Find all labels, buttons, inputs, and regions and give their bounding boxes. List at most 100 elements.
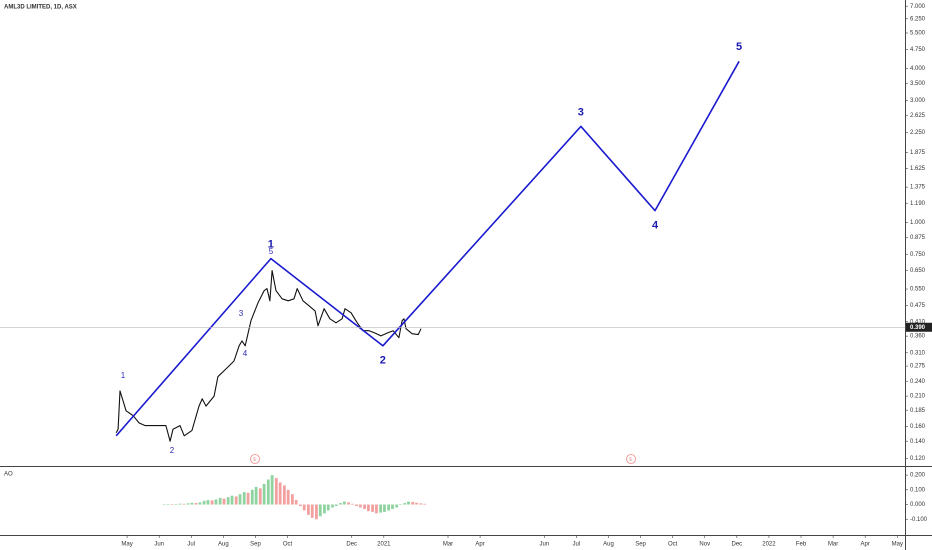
x-tick-label: Jul xyxy=(573,542,581,548)
ao-bar xyxy=(218,497,222,505)
y-tick-label: 0.550 xyxy=(910,287,926,293)
ao-bar xyxy=(375,504,378,514)
ao-bar xyxy=(162,504,166,505)
ao-bar xyxy=(286,489,290,505)
ao-bar xyxy=(182,503,186,505)
ao-bar xyxy=(323,504,326,514)
x-tick-label: Jun xyxy=(154,542,164,548)
ao-bar xyxy=(294,500,298,505)
y-tick-label: 0.750 xyxy=(910,252,926,258)
ao-bar xyxy=(170,504,174,505)
y-tick-label: 0.410 xyxy=(910,319,926,325)
x-tick-label: May xyxy=(121,542,132,548)
ao-bar xyxy=(367,504,370,512)
event-icon[interactable] xyxy=(250,454,260,464)
ao-bar xyxy=(419,503,423,505)
x-tick-label: Nov xyxy=(699,542,710,548)
x-tick-label: Oct xyxy=(668,542,678,548)
ao-bar xyxy=(358,504,362,508)
ao-bar xyxy=(391,504,394,509)
ao-y-tick-label: -0.100 xyxy=(910,517,928,523)
y-tick-label: 0.210 xyxy=(910,394,926,400)
ao-bar xyxy=(315,504,318,520)
y-tick-label: 4.000 xyxy=(910,66,926,72)
ao-bar xyxy=(242,492,246,505)
ao-bar xyxy=(310,504,314,518)
ao-bar xyxy=(302,504,306,511)
y-tick-label: 1.000 xyxy=(910,220,926,226)
ao-bar xyxy=(334,504,338,507)
y-tick-label: 0.650 xyxy=(910,268,926,274)
x-tick-label: Dec xyxy=(346,542,357,548)
price-line xyxy=(115,270,422,442)
ao-bar xyxy=(270,475,274,505)
sub-wave-label: 5 xyxy=(269,247,274,256)
x-tick-label: May xyxy=(892,542,903,548)
ao-bar xyxy=(202,500,206,505)
x-tick-label: Aug xyxy=(603,542,614,548)
y-tick-label: 0.185 xyxy=(910,408,926,414)
ao-bar xyxy=(350,503,354,505)
ao-bar xyxy=(234,496,238,505)
x-tick-label: Oct xyxy=(283,542,293,548)
ao-bar xyxy=(262,483,266,505)
ao-bar xyxy=(226,497,230,505)
ao-bar xyxy=(331,504,334,508)
ao-bar xyxy=(174,503,178,505)
x-tick-label: Sep xyxy=(250,542,261,548)
ao-bar xyxy=(415,502,418,505)
y-tick-label: 3.000 xyxy=(910,98,926,104)
y-tick-label: 0.875 xyxy=(910,235,926,241)
y-tick-label: 1.375 xyxy=(910,185,926,191)
wave-line xyxy=(115,60,740,437)
event-icon[interactable] xyxy=(626,454,636,464)
ao-bar xyxy=(403,503,407,505)
x-tick-label: Mar xyxy=(443,542,453,548)
ao-bar xyxy=(222,498,226,505)
ao-bar xyxy=(387,504,391,511)
ao-bar xyxy=(238,494,242,505)
ao-bar xyxy=(411,501,415,505)
wave-label: 4 xyxy=(652,219,659,231)
y-tick-label: 1.875 xyxy=(910,150,926,156)
ao-bar xyxy=(166,504,170,505)
ao-y-tick-label: 0.000 xyxy=(910,502,926,508)
sub-wave-label: 1 xyxy=(121,371,126,380)
y-tick-label: 3.500 xyxy=(910,81,926,87)
ao-bar xyxy=(342,501,346,505)
ao-bar xyxy=(186,503,190,505)
ao-bar xyxy=(210,500,214,505)
wave-label: 5 xyxy=(736,41,742,53)
ao-bar xyxy=(379,504,383,513)
x-tick-label: Apr xyxy=(861,542,870,548)
x-tick-label: Feb xyxy=(796,542,807,548)
y-tick-label: 0.475 xyxy=(910,303,926,309)
y-tick-label: 7.000 xyxy=(910,4,926,10)
y-tick-label: 0.240 xyxy=(910,379,926,385)
ao-bar xyxy=(363,504,366,509)
ao-bar xyxy=(278,482,282,505)
last-price-box xyxy=(906,322,932,332)
y-tick-label: 5.500 xyxy=(910,31,926,37)
ao-bar xyxy=(274,478,278,505)
ao-bar xyxy=(423,503,426,505)
y-tick-label: 2.625 xyxy=(910,113,926,119)
ao-bar xyxy=(290,494,294,505)
y-tick-label: 0.160 xyxy=(910,424,926,430)
event-icon-glyph: E xyxy=(253,457,257,463)
ao-bar xyxy=(347,502,350,505)
ao-bar xyxy=(383,504,386,512)
ao-bar xyxy=(230,495,234,505)
ao-bar xyxy=(254,486,258,505)
ao-bar xyxy=(206,500,210,505)
ao-bar xyxy=(407,501,410,505)
ao-bar xyxy=(326,504,330,511)
y-tick-label: 1.625 xyxy=(910,166,926,172)
ao-bar xyxy=(258,488,262,505)
last-price-label: 0.390 xyxy=(910,325,926,331)
ao-y-tick-label: 0.200 xyxy=(910,473,926,479)
y-tick-label: 2.250 xyxy=(910,130,926,136)
y-tick-label: 1.190 xyxy=(910,201,926,207)
ao-bar xyxy=(214,499,218,505)
ao-bar xyxy=(282,485,286,505)
